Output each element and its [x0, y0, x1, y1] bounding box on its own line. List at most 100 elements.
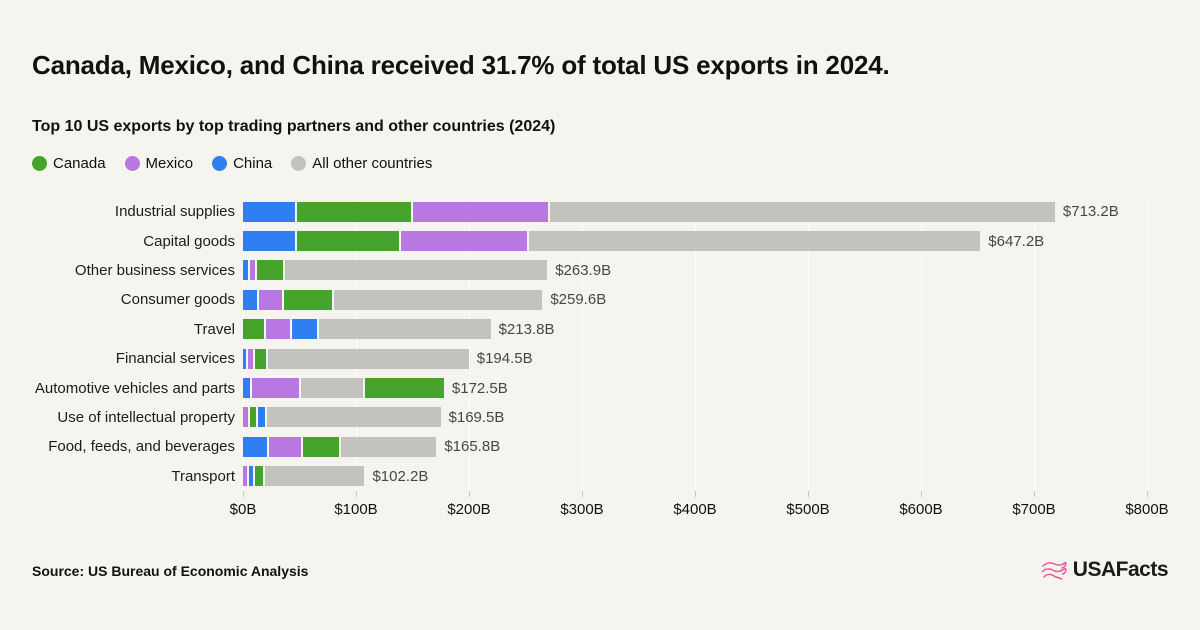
bar-value-label: $169.5B — [448, 408, 505, 426]
axis-tick — [808, 491, 809, 497]
x-axis-tick-label: $600B — [899, 501, 943, 518]
page-title: Canada, Mexico, and China received 31.7%… — [32, 50, 890, 80]
x-axis-tick-label: $100B — [334, 501, 378, 518]
bar-row: Capital goods $647.2B — [32, 226, 1168, 255]
segment-china — [248, 466, 254, 487]
bar-row: Food, feeds, and beverages $165.8B — [32, 432, 1168, 461]
legend-dot-mexico — [124, 156, 140, 171]
segment-mexico — [251, 378, 300, 399]
bar-category-label: Transport — [171, 467, 235, 485]
segment-canada — [255, 466, 263, 487]
segment-mexico — [266, 319, 291, 340]
legend-item-china: China — [212, 155, 272, 172]
bar-track — [243, 378, 444, 399]
axis-tick — [1147, 491, 1148, 497]
segment-china — [243, 289, 257, 310]
segment-canada — [243, 319, 265, 340]
usafacts-logo: USAFacts — [1041, 558, 1169, 582]
gridline — [1147, 197, 1148, 491]
segment-all-other-countries — [268, 348, 469, 369]
segment-canada — [254, 348, 267, 369]
axis-tick — [469, 491, 470, 497]
gridline — [695, 197, 696, 491]
bar-row: Transport $102.2B — [32, 462, 1168, 491]
bar-value-label: $263.9B — [555, 261, 612, 279]
bar-track — [243, 260, 548, 281]
segment-all-other-countries — [340, 436, 437, 457]
legend-label: China — [233, 155, 273, 172]
legend-dot-all-other-countries — [291, 156, 307, 171]
bar-track — [243, 436, 437, 457]
segment-china — [243, 260, 248, 281]
bar-track — [243, 348, 469, 369]
bar-row: Financial services $194.5B — [32, 344, 1168, 373]
gridline — [808, 197, 809, 491]
axis-tick — [1034, 491, 1035, 497]
x-axis-tick-label: $400B — [673, 501, 717, 518]
segment-mexico — [249, 260, 256, 281]
segment-canada — [296, 231, 399, 252]
x-axis-tick-label: $500B — [786, 501, 830, 518]
axis-tick — [582, 491, 583, 497]
bar-value-label: $194.5B — [476, 350, 533, 368]
x-axis-tick-label: $300B — [560, 501, 604, 518]
x-axis-tick-label: $200B — [447, 501, 491, 518]
segment-mexico — [258, 289, 283, 310]
bar-track — [243, 319, 491, 340]
axis-tick — [356, 491, 357, 497]
segment-china — [243, 436, 267, 457]
bar-value-label: $213.8B — [498, 320, 555, 338]
chart-rows: Industrial supplies $713.2B Capital goods $… — [32, 197, 1168, 491]
source-note: Source: US Bureau of Economic Analysis — [32, 563, 309, 579]
legend-label: Canada — [53, 155, 106, 172]
segment-mexico — [413, 201, 548, 222]
bar-value-label: $713.2B — [1062, 203, 1119, 221]
segment-china — [243, 348, 247, 369]
bar-category-label: Other business services — [74, 261, 235, 279]
bar-row: Industrial supplies $713.2B — [32, 197, 1168, 226]
bar-row: Automotive vehicles and parts $172.5B — [32, 373, 1168, 402]
legend-item-all-other-countries: All other countries — [291, 155, 432, 172]
legend-label: Mexico — [145, 155, 194, 172]
segment-canada — [249, 407, 256, 428]
bar-row: Travel $213.8B — [32, 315, 1168, 344]
bar-row: Use of intellectual property $169.5B — [32, 403, 1168, 432]
gridline — [243, 197, 244, 491]
segment-china — [243, 201, 295, 222]
x-axis-tick-label: $700B — [1012, 501, 1056, 518]
bar-track — [243, 466, 365, 487]
bar-row: Other business services $263.9B — [32, 256, 1168, 285]
gridline — [1034, 197, 1035, 491]
bar-value-label: $172.5B — [451, 379, 508, 397]
segment-all-other-countries — [301, 378, 364, 399]
segment-mexico — [268, 436, 302, 457]
segment-all-other-countries — [549, 201, 1055, 222]
gridline — [469, 197, 470, 491]
segment-china — [243, 231, 295, 252]
x-axis-tick-label: $800B — [1125, 501, 1169, 518]
segment-all-other-countries — [319, 319, 491, 340]
bar-value-label: $259.6B — [550, 291, 607, 309]
usafacts-logo-icon — [1041, 560, 1067, 580]
bar-category-label: Consumer goods — [120, 291, 235, 309]
segment-mexico — [243, 466, 247, 487]
bar-row: Consumer goods $259.6B — [32, 285, 1168, 314]
segment-all-other-countries — [267, 407, 441, 428]
segment-canada — [365, 378, 444, 399]
gridline — [921, 197, 922, 491]
segment-canada — [296, 201, 412, 222]
bar-category-label: Financial services — [115, 350, 235, 368]
bar-category-label: Travel — [193, 320, 235, 338]
legend-item-canada: Canada — [32, 155, 106, 172]
bar-track — [243, 201, 1055, 222]
bar-category-label: Automotive vehicles and parts — [34, 379, 235, 397]
legend: Canada Mexico China All other countries — [32, 155, 432, 172]
chart-subtitle: Top 10 US exports by top trading partner… — [32, 118, 556, 135]
bar-category-label: Industrial supplies — [114, 203, 235, 221]
legend-label: All other countries — [312, 155, 433, 172]
gridline — [582, 197, 583, 491]
segment-china — [243, 378, 250, 399]
segment-canada — [284, 289, 332, 310]
segment-canada — [303, 436, 339, 457]
x-axis-tick-label: $0B — [229, 501, 257, 518]
